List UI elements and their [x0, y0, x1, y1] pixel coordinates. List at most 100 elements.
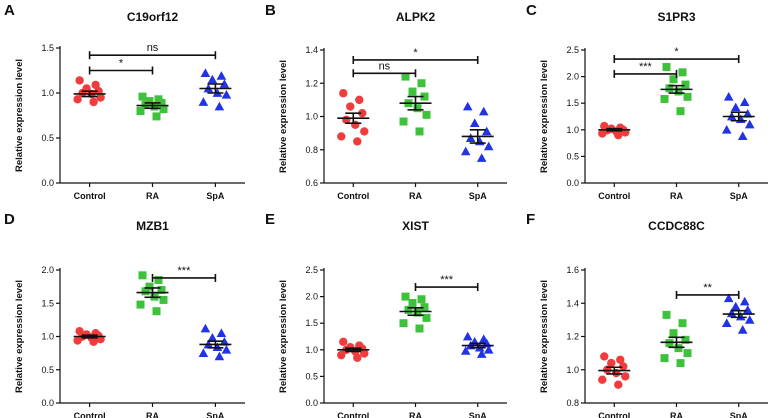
data-point [150, 102, 159, 111]
data-point [600, 352, 609, 361]
chart-panel-a: A C19orf12 Relative expression level 0.0 0.5… [4, 2, 245, 201]
series-control [73, 326, 106, 347]
y-tick-label: 0.8 [566, 398, 579, 408]
y-tick-label: 1.2 [305, 78, 318, 88]
data-point [676, 107, 685, 116]
data-point [422, 110, 431, 119]
x-tick-label-spa: SpA [206, 411, 225, 418]
data-point [152, 307, 161, 316]
data-point [616, 355, 625, 364]
data-point [360, 349, 369, 358]
data-point [681, 335, 690, 344]
data-point [465, 133, 476, 142]
x-tick-label-control: Control [337, 411, 369, 418]
data-point [89, 337, 98, 347]
panel-letter: C [526, 2, 537, 19]
series-ra [399, 72, 432, 136]
y-tick-label: 1.6 [566, 265, 579, 275]
data-point [219, 79, 230, 88]
chart-title: C19orf12 [127, 10, 179, 24]
data-point [614, 130, 623, 140]
chart-panel-b: B ALPK2 Relative expression level 0.6 0.8 1.0… [265, 2, 507, 201]
y-tick-label: 2.0 [41, 265, 54, 275]
significance-label: *** [639, 61, 653, 73]
y-tick-label: 0.5 [41, 133, 54, 143]
y-tick-label: 2.5 [566, 45, 579, 55]
data-point [399, 117, 408, 126]
x-tick-label-ra: RA [409, 411, 422, 418]
data-point [683, 349, 692, 358]
data-point [483, 345, 494, 354]
x-tick-label-ra: RA [670, 191, 683, 201]
data-point [207, 333, 218, 342]
x-tick-label-ra: RA [409, 191, 422, 201]
x-tick-label-control: Control [74, 191, 106, 201]
data-point [665, 84, 674, 93]
series-spa [460, 101, 494, 162]
data-point [422, 313, 431, 322]
data-point [460, 146, 471, 156]
data-point [420, 92, 429, 101]
data-point [607, 358, 616, 368]
data-point [408, 298, 417, 307]
x-tick-label-spa: SpA [730, 191, 749, 201]
y-tick-label: 0.5 [305, 371, 318, 381]
data-point [739, 97, 750, 106]
significance-label: *** [440, 274, 454, 286]
series-spa [721, 293, 755, 334]
data-point [159, 105, 168, 114]
data-point [723, 293, 734, 303]
data-point [339, 337, 348, 347]
x-tick-label-control: Control [598, 191, 630, 201]
y-tick-label: 1.4 [305, 45, 318, 55]
data-point [483, 141, 494, 151]
data-point [726, 308, 737, 318]
data-point [339, 89, 348, 98]
data-point [154, 275, 163, 284]
series-spa [721, 92, 755, 141]
data-point [614, 380, 623, 389]
data-point [136, 107, 145, 115]
data-point [73, 95, 82, 104]
data-point [723, 92, 734, 101]
data-point [742, 109, 753, 118]
data-point [337, 132, 346, 141]
data-point [399, 319, 408, 328]
y-tick-label: 2.0 [566, 72, 579, 82]
y-axis-label: Relative expression level [278, 60, 289, 173]
data-point [476, 153, 487, 162]
data-point [75, 76, 84, 85]
panel-letter: E [265, 211, 275, 228]
data-point [744, 119, 755, 129]
chart-panel-d: D MZB1 Relative expression level 0.0 0.5 1.0 1… [4, 211, 245, 418]
data-point [678, 68, 687, 77]
series-control [337, 337, 370, 362]
panel-letter: A [4, 2, 15, 19]
chart-title: ALPK2 [396, 10, 436, 24]
chart-panel-e: E XIST Relative expression level 0.0 0.5 1.0 1… [265, 211, 507, 418]
data-point [462, 331, 473, 341]
y-tick-label: 2.5 [305, 265, 318, 275]
data-point [674, 87, 683, 96]
data-point [401, 72, 410, 81]
data-point [404, 305, 413, 314]
y-tick-label: 1.5 [41, 43, 54, 53]
data-point [665, 339, 674, 348]
chart-panel-c: C S1PR3 Relative expression level 0.0 0.5 1.0… [526, 2, 768, 201]
data-point [415, 127, 424, 136]
data-point [91, 80, 100, 90]
y-tick-label: 1.0 [566, 125, 579, 135]
significance-label: * [674, 46, 679, 58]
x-tick-label-spa: SpA [730, 411, 749, 418]
y-axis-label: Relative expression level [539, 280, 550, 393]
data-point [676, 359, 685, 368]
data-point [413, 308, 422, 317]
data-point [198, 348, 209, 357]
y-tick-label: 1.0 [305, 112, 318, 122]
y-axis-label: Relative expression level [14, 280, 25, 393]
chart-panel-f: F CCDC88C Relative expression level 0.8 1.0 1… [526, 211, 768, 418]
series-spa [198, 323, 232, 361]
data-point [214, 351, 225, 361]
data-point [159, 295, 168, 304]
data-point [337, 350, 346, 360]
